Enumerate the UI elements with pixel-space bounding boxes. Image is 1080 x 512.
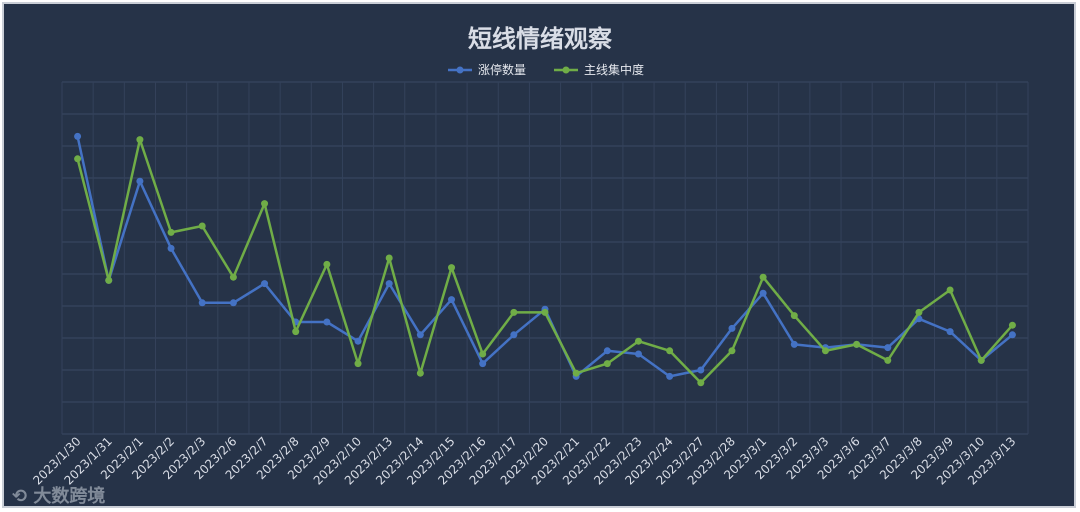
series-2-point <box>385 254 393 262</box>
series-1-point <box>261 280 269 288</box>
series-2-point <box>853 340 861 348</box>
legend-item-1[interactable]: 涨停数量 <box>448 62 526 77</box>
series-2-point <box>136 136 144 144</box>
series-2-point <box>292 328 300 336</box>
series-1-point <box>634 350 642 358</box>
chart-grid <box>61 81 1029 435</box>
series-2-point <box>416 369 424 377</box>
series-1-point <box>198 299 206 307</box>
series-layer <box>74 132 1016 387</box>
series-2-point <box>448 264 456 272</box>
chart-legend: 涨停数量 主线集中度 <box>448 62 644 77</box>
series-2-point <box>541 308 549 316</box>
series-2-point <box>603 360 611 368</box>
series-1-point <box>759 289 767 297</box>
watermark-text: 大数跨境 <box>33 486 106 507</box>
series-1-point <box>946 328 954 336</box>
series-2-point <box>915 308 923 316</box>
legend-label: 涨停数量 <box>478 62 526 77</box>
series-1-point <box>136 177 144 185</box>
series-2-point <box>821 347 829 355</box>
legend-marker <box>562 66 570 74</box>
series-2-point <box>510 308 518 316</box>
series-1-point <box>666 372 674 380</box>
watermark-icon: ⟲ <box>12 486 34 507</box>
series-1-point <box>479 360 487 368</box>
series-1-point <box>229 299 237 307</box>
x-axis-ticks: 2023/1/302023/1/312023/2/12023/2/22023/2… <box>30 434 1018 487</box>
legend-item-2[interactable]: 主线集中度 <box>554 62 644 77</box>
series-2-point <box>790 312 798 320</box>
series-2-point <box>666 347 674 355</box>
series-1-point <box>884 344 892 352</box>
series-1-point <box>385 280 393 288</box>
series-1-point <box>510 331 518 339</box>
series-1-point <box>1008 331 1016 339</box>
series-2-point <box>728 347 736 355</box>
series-2-point <box>261 200 269 208</box>
legend-label: 主线集中度 <box>584 62 644 77</box>
series-2-point <box>977 356 985 364</box>
series-1-point <box>354 337 362 345</box>
series-2-point <box>479 350 487 358</box>
series-1-point <box>74 132 82 140</box>
series-2-point <box>697 379 705 387</box>
series-2-point <box>74 155 82 163</box>
series-2-point <box>884 356 892 364</box>
series-1-point <box>323 318 331 326</box>
series-2-point <box>323 260 331 268</box>
series-2-point <box>167 228 175 236</box>
series-1-point <box>603 347 611 355</box>
series-2-point <box>198 222 206 230</box>
series-2-point <box>229 273 237 281</box>
line-chart: 短线情绪观察 涨停数量 主线集中度 2023/1/302023/1/312023/… <box>30 25 1029 488</box>
series-2-point <box>572 369 580 377</box>
legend-marker <box>456 66 464 74</box>
chart-title: 短线情绪观察 <box>468 25 613 53</box>
series-2-point <box>634 337 642 345</box>
series-2-point <box>354 360 362 368</box>
series-1-point <box>416 331 424 339</box>
series-2-point <box>105 276 113 284</box>
series-1-point <box>167 244 175 252</box>
series-2-point <box>1008 321 1016 329</box>
series-2-point <box>759 273 767 281</box>
watermark-logo: ⟲ 大数跨境 <box>12 482 105 508</box>
series-1-point <box>728 324 736 332</box>
series-1-point <box>790 340 798 348</box>
series-2-point <box>946 286 954 294</box>
series-1-point <box>697 366 705 374</box>
series-1-point <box>448 296 456 304</box>
